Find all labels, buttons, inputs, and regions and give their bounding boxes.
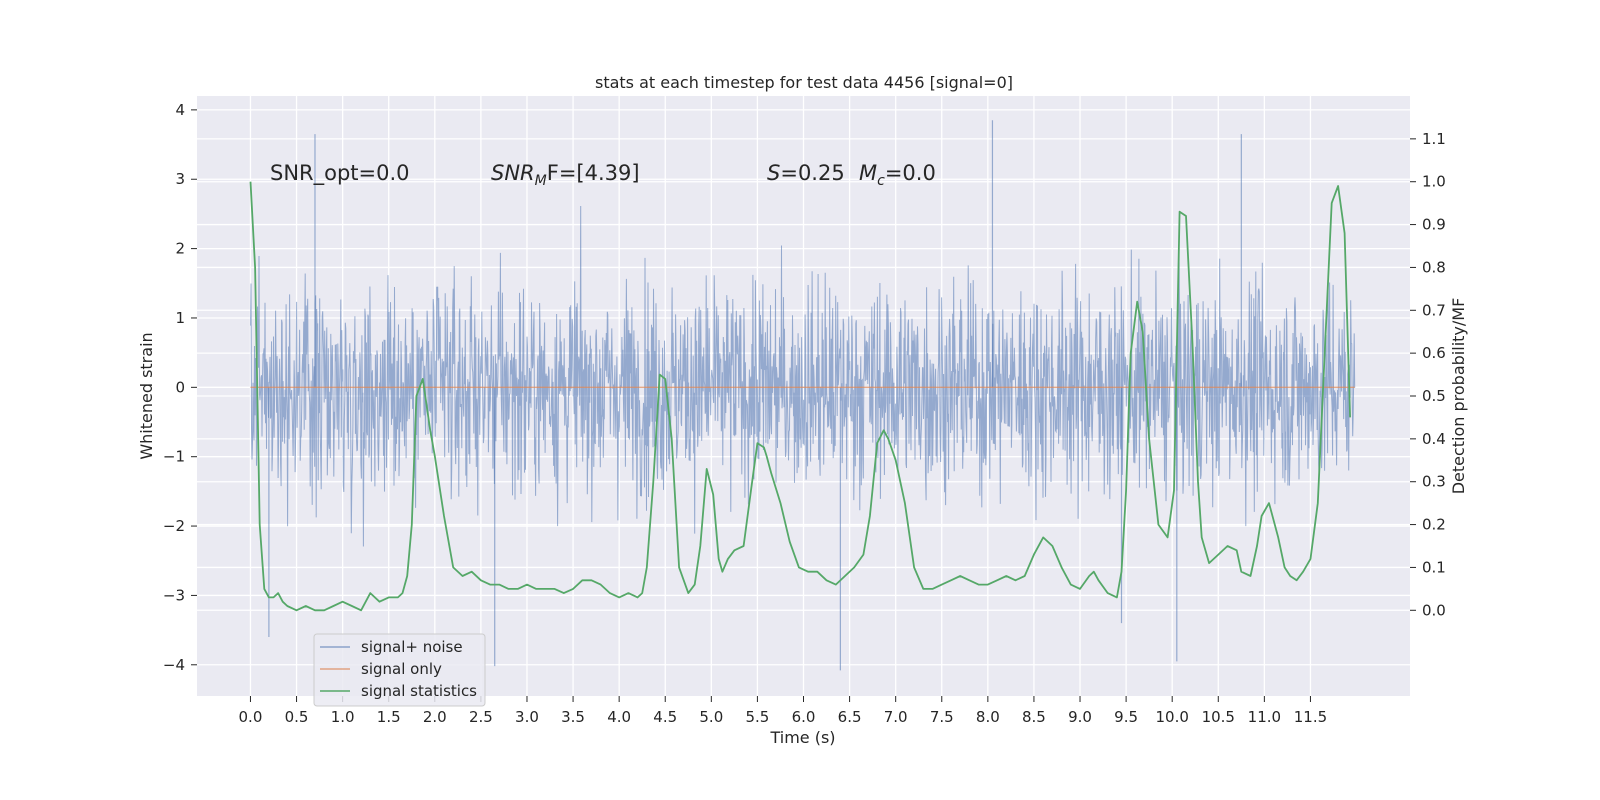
y2-tick-label: 0.1	[1422, 558, 1446, 576]
x-tick-label: 6.5	[838, 708, 862, 726]
y-tick-label: −3	[163, 586, 185, 604]
x-tick-label: 3.0	[515, 708, 539, 726]
annotation-s-label: S	[767, 161, 780, 185]
x-tick-label: 11.5	[1294, 708, 1327, 726]
x-tick-label: 4.5	[653, 708, 677, 726]
y2-tick-labels: 1.1 1.0 0.9 0.8 0.7 0.6 0.5 0.4 0.3 0.2 0.1 0.0	[1410, 130, 1446, 619]
legend-label-signal-only: signal only	[361, 660, 442, 678]
legend: signal+ noise signal only signal statist…	[313, 633, 486, 707]
y2-axis-label: Detection probability/MF	[1449, 298, 1468, 495]
y-tick-label: 3	[175, 170, 185, 188]
y2-tick-label: 0.3	[1422, 473, 1446, 491]
annotation-mc: Mc=0.0	[859, 161, 936, 189]
x-axis-label: Time (s)	[769, 728, 835, 747]
x-tick-label: 10.5	[1202, 708, 1235, 726]
annotation-snr-opt: SNR_opt=0.0	[270, 161, 410, 186]
legend-box	[313, 633, 486, 707]
y2-tick-label: 0.7	[1422, 301, 1446, 319]
x-tick-label: 4.0	[607, 708, 631, 726]
annotation-mc-value: =0.0	[885, 161, 936, 185]
y2-tick-label: 0.0	[1422, 601, 1446, 619]
x-tick-label: 5.5	[745, 708, 769, 726]
x-tick-label: 1.0	[331, 708, 355, 726]
x-tick-label: 1.5	[377, 708, 401, 726]
x-tick-label: 8.5	[1022, 708, 1046, 726]
y-tick-label: 4	[175, 101, 185, 119]
x-tick-label: 5.0	[699, 708, 723, 726]
chart-title: stats at each timestep for test data 445…	[595, 73, 1013, 92]
y2-tick-label: 1.1	[1422, 130, 1446, 148]
annotation-mc-sub: c	[877, 173, 885, 189]
x-tick-label: 9.5	[1114, 708, 1138, 726]
x-tick-label: 9.0	[1068, 708, 1092, 726]
y2-tick-label: 0.5	[1422, 387, 1446, 405]
annotation-s: S=0.25	[767, 161, 845, 185]
legend-label-signal-statistics: signal statistics	[361, 682, 477, 700]
annotation-snr-mf-rest: F=[4.39]	[547, 161, 640, 185]
y-tick-label: 1	[175, 309, 185, 327]
y2-tick-label: 1.0	[1422, 173, 1446, 191]
y2-tick-label: 0.9	[1422, 216, 1446, 234]
x-tick-label: 10.0	[1155, 708, 1188, 726]
x-tick-label: 2.0	[423, 708, 447, 726]
annotation-snr-mf-main: SNR	[491, 161, 535, 185]
y-tick-label: 0	[175, 378, 185, 396]
x-tick-label: 7.5	[930, 708, 954, 726]
x-tick-label: 6.0	[792, 708, 816, 726]
x-tick-label: 11.0	[1248, 708, 1281, 726]
x-tick-labels: 0.0 0.5 1.0 1.5 2.0 2.5 3.0 3.5 4.0 4.5 5.0 5.5 6.0 6…	[239, 696, 1327, 726]
y-tick-label: −2	[163, 517, 185, 535]
signal-statistics-series	[249, 181, 1351, 612]
y-tick-label: −4	[163, 656, 185, 674]
y-tick-label: 2	[175, 240, 185, 258]
y2-tick-label: 0.8	[1422, 258, 1446, 276]
y-tick-labels: 4 3 2 1 0 −1 −2 −3 −4	[163, 101, 197, 674]
y2-tick-label: 0.2	[1422, 516, 1446, 534]
x-tick-label: 8.0	[976, 708, 1000, 726]
x-tick-label: 7.0	[884, 708, 908, 726]
annotation-snr-mf: SNRMF=[4.39]	[491, 161, 640, 189]
x-tick-label: 3.5	[561, 708, 585, 726]
annotation-s-value: =0.25	[780, 161, 844, 185]
annotation-snr-mf-sub: M	[535, 173, 547, 189]
y2-tick-label: 0.6	[1422, 344, 1446, 362]
legend-label-signal-noise: signal+ noise	[361, 638, 463, 656]
annotation-mc-main: M	[859, 161, 877, 185]
y-axis-label: Whitened strain	[137, 332, 156, 459]
x-tick-label: 2.5	[469, 708, 493, 726]
x-tick-label: 0.0	[239, 708, 263, 726]
y2-tick-label: 0.4	[1422, 430, 1446, 448]
signal-statistics-line	[249, 181, 1351, 612]
y-tick-label: −1	[163, 448, 185, 466]
x-tick-label: 0.5	[285, 708, 309, 726]
